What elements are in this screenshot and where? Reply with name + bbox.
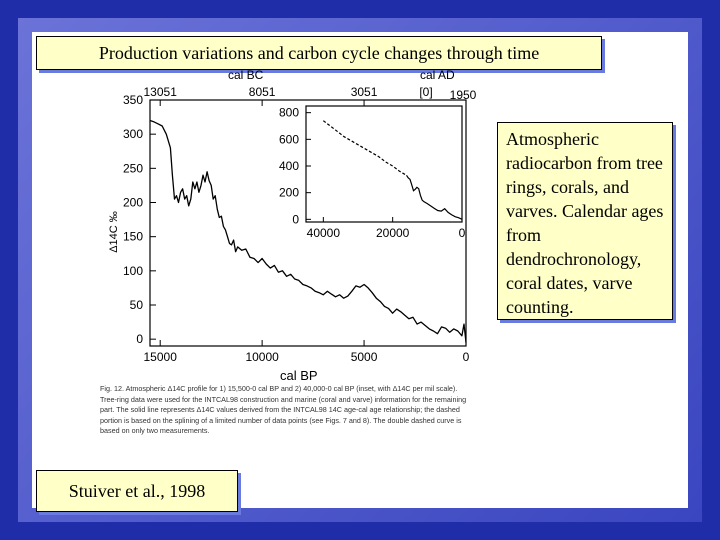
inset-y-tick-label: 200: [279, 186, 299, 200]
inset-series-line-solid: [406, 174, 463, 220]
inset-y-tick-label: 600: [279, 132, 299, 146]
main-y-tick-label: 50: [130, 298, 144, 312]
inset-x-tick-label: 20000: [376, 226, 410, 240]
inset-plot-frame: [305, 105, 463, 223]
main-x-tick-label: 5000: [351, 350, 378, 364]
main-x-tick-label: 10000: [245, 350, 279, 364]
inset-y-tick-label: 400: [279, 159, 299, 173]
top-x-tick-label: 3051: [351, 85, 378, 99]
main-series-line: [149, 119, 467, 343]
top-tick-extra-label: 1950: [450, 88, 477, 102]
slide-title: Production variations and carbon cycle c…: [36, 36, 602, 70]
citation-text: Stuiver et al., 1998: [68, 480, 206, 501]
figure-caption: Fig. 12. Atmospheric Δ14C profile for 1)…: [100, 384, 467, 435]
inset-x-tick-label: 0: [459, 226, 466, 240]
main-y-tick-label: 300: [123, 127, 143, 141]
description-box: Atmospheric radiocarbon from tree rings,…: [497, 122, 673, 320]
top-x-tick-label: [0]: [419, 85, 432, 99]
inset-y-tick-label: 0: [292, 212, 299, 226]
top-axis-label-bc: cal BC: [228, 68, 264, 82]
main-y-tick-label: 250: [123, 161, 143, 175]
main-y-tick-label: 200: [123, 196, 143, 210]
main-x-axis-label: cal BP: [280, 368, 318, 383]
slide-title-text: Production variations and carbon cycle c…: [98, 42, 540, 63]
main-y-axis-label: Δ14C ‰: [108, 211, 120, 253]
main-y-tick-label: 350: [123, 93, 143, 107]
main-y-tick-label: 150: [123, 230, 143, 244]
main-x-tick-label: 0: [463, 350, 470, 364]
inset-series-line-dashed: [322, 120, 407, 176]
citation-box: Stuiver et al., 1998: [36, 470, 238, 512]
main-x-tick-label: 15000: [144, 350, 178, 364]
top-axis-label-ad: cal AD: [420, 68, 455, 82]
main-y-tick-label: 100: [123, 264, 143, 278]
inset-x-tick-label: 40000: [307, 226, 341, 240]
main-plot-frame: [149, 99, 467, 347]
main-y-tick-label: 0: [136, 332, 143, 346]
top-x-tick-label: 13051: [144, 85, 178, 99]
inset-y-tick-label: 800: [279, 106, 299, 120]
top-x-tick-label: 8051: [249, 85, 276, 99]
description-text: Atmospheric radiocarbon from tree rings,…: [506, 129, 664, 317]
